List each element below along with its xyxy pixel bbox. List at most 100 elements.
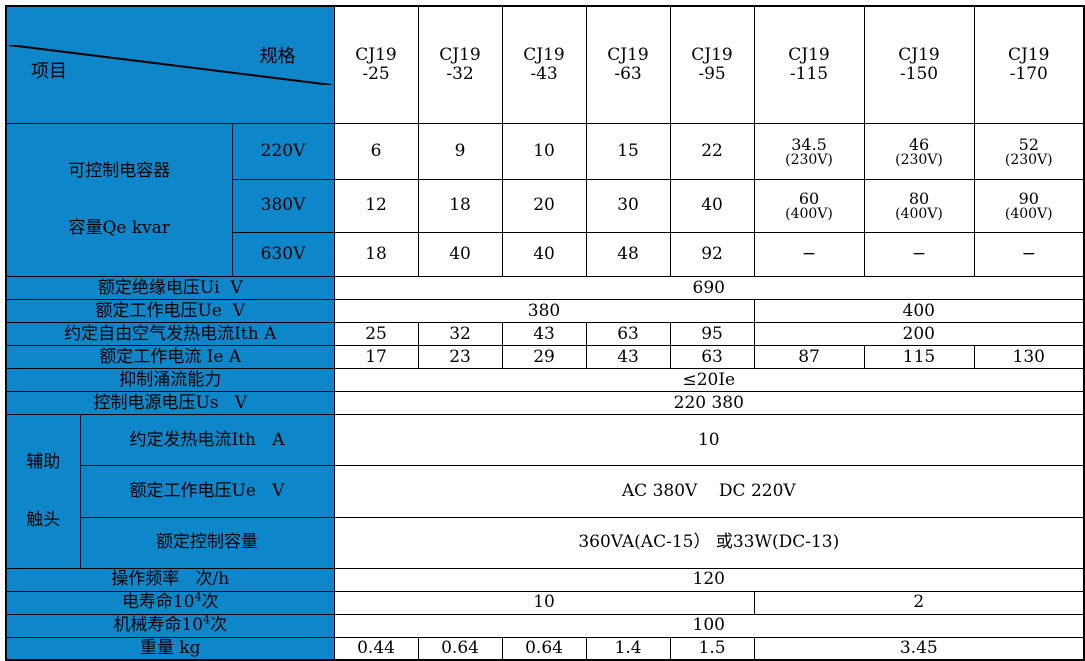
row-label: 机械寿命104次 [5,613,335,638]
model-header-cj19-170: CJ19 -170 [973,5,1085,125]
model-suffix: -43 [530,64,558,85]
voltage-label-220v: 220V [231,123,335,180]
label-superscript: 4 [194,591,202,604]
voltage-label-380v: 380V [231,178,335,233]
capacity-value: − [753,231,865,278]
row-value: ≤20Ie [333,368,1085,393]
row-value: 23 [417,345,503,370]
model-suffix: -32 [446,64,474,85]
capacity-value: 18 [333,231,419,278]
capacity-value: 60 (400V) [753,178,865,233]
capacity-value-sub: (400V) [895,205,943,222]
row-aux-thermal-current: 辅助 触头 约定发热电流Ith A 10 [5,414,1085,569]
row-value: 1.4 [585,636,671,661]
row-value: 100 [333,613,1085,638]
capacity-value: 18 [417,178,503,233]
label-text: 机械寿命10 [113,615,204,636]
capacity-value: 40 [417,231,503,278]
row-value: 63 [585,322,671,347]
model-suffix: -115 [789,64,829,85]
model-suffix: -63 [614,64,642,85]
row-value: 115 [863,345,975,370]
capacity-value: 52 (230V) [973,123,1085,180]
row-working-voltage: 额定工作电压Ue V 380 400 [5,299,1085,324]
row-value: 17 [333,345,419,370]
model-header-cj19-43: CJ19 -43 [501,5,587,125]
capacity-value: 80 (400V) [863,178,975,233]
model-suffix: -95 [698,64,726,85]
model-suffix: -170 [1009,64,1048,85]
cj19-contactor-spec-table: 规格 项目 CJ19 -25 CJ19 -32 CJ19 -43 CJ19 -63 CJ… [5,5,1085,661]
model-header-cj19-32: CJ19 -32 [417,5,503,125]
row-weight: 重量 kg 0.44 0.64 0.64 1.4 1.5 3.45 [5,636,1085,661]
row-value: AC 380V DC 220V [333,465,1085,518]
model-series: CJ19 [788,45,830,66]
capacity-value: 40 [669,178,755,233]
capacity-value: 46 (230V) [863,123,975,180]
capacity-row-220v: 可控制电容器 容量Qe kvar 220V 6 9 10 15 22 34.5(… [5,123,1085,278]
row-value-merged: 3.45 [753,636,1085,661]
aux-label-line1: 辅助 [26,452,61,473]
row-value: 25 [333,322,419,347]
row-label: 约定自由空气发热电流Ith A [5,322,335,347]
model-header-cj19-115: CJ19 -115 [753,5,865,125]
capacity-value: 40 [501,231,587,278]
row-working-current: 额定工作电流 Ie A 17 23 29 43 63 87 115 130 [5,345,1085,370]
capacity-value: 20 [501,178,587,233]
label-text: 次 [201,592,219,613]
row-label: 额定工作电压Ue V [79,465,335,518]
model-header-cj19-150: CJ19 -150 [863,5,975,125]
row-value: 0.64 [501,636,587,661]
row-value: 95 [669,322,755,347]
row-value: 32 [417,322,503,347]
row-mechanical-life: 机械寿命104次 100 [5,613,1085,638]
capacity-value: 34.5 (230V) [753,123,865,180]
row-value: 120 [333,567,1085,592]
row-value: 87 [753,345,865,370]
diagonal-line [9,45,332,86]
model-suffix: -25 [362,64,390,85]
row-operating-frequency: 操作频率 次/h 120 [5,567,1085,592]
row-label: 操作频率 次/h [5,567,335,592]
row-value-right: 2 [753,590,1085,615]
model-series: CJ19 [898,45,940,66]
capacity-value-sub: (400V) [785,205,833,222]
label-text: 电寿命10 [121,592,195,613]
corner-header-cell: 规格 项目 [5,5,335,125]
capacity-value: − [973,231,1085,278]
capacity-value: 92 [669,231,755,278]
capacity-row-630v: 630V 18 40 40 48 92 − − − [6,231,1085,278]
row-electrical-life: 电寿命104次 10 2 [5,590,1085,615]
capacity-value: 90 (400V) [973,178,1085,233]
label-text: 次 [210,615,228,636]
capacity-value-main: 90 [1018,188,1039,208]
capacity-label-line2: 容量Qe kvar [68,218,171,239]
row-value: 10 [333,414,1085,467]
corner-label-item: 项目 [31,60,67,82]
capacity-value-main: 80 [908,188,930,208]
row-value-right: 400 [753,299,1085,324]
row-label: 电寿命104次 [5,590,335,615]
capacity-value: 22 [669,123,755,180]
row-label: 控制电源电压Us V [5,391,335,416]
diagonal-corner: 规格 项目 [9,45,332,86]
row-inrush-suppression: 抑制涌流能力 ≤20Ie [5,368,1085,393]
model-series: CJ19 [691,45,733,66]
row-value: 43 [501,322,587,347]
capacity-value-sub: (400V) [1004,205,1053,222]
label-superscript: 4 [203,614,211,627]
aux-contacts-label-cell: 辅助 触头 [5,414,81,569]
model-header-cj19-63: CJ19 -63 [585,5,671,125]
capacity-value: − [863,231,975,278]
capacity-value-main: 34.5 [791,134,827,154]
row-value-merged: 200 [753,322,1085,347]
aux-label-line2: 触头 [26,509,61,530]
row-aux-working-voltage: 额定工作电压Ue V AC 380V DC 220V [6,465,1085,518]
voltage-label-630v: 630V [231,231,335,278]
capacity-row-380v: 380V 12 18 20 30 40 60 (400V) 80 (400V) 90… [6,178,1085,233]
row-thermal-current: 约定自由空气发热电流Ith A 25 32 43 63 95 200 [5,322,1085,347]
row-label: 抑制涌流能力 [5,368,335,393]
row-value: 0.64 [417,636,503,661]
header-row: 规格 项目 CJ19 -25 CJ19 -32 CJ19 -43 CJ19 -63 CJ… [5,5,1085,125]
row-value: 360VA(AC-15） 或33W(DC-13) [333,516,1085,569]
